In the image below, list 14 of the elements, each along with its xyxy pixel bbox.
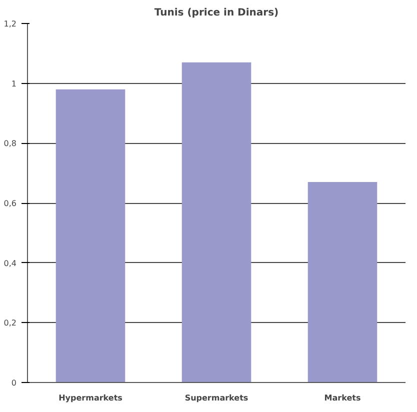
y-tick-label: 0,2: [4, 318, 17, 328]
x-tick-label: Hypermarkets: [58, 394, 123, 402]
x-tick-label: Markets: [324, 394, 361, 402]
bar: [56, 89, 126, 382]
y-tick-label: 1,2: [4, 20, 17, 28]
y-tick-label: 0,8: [4, 139, 17, 148]
chart-title: Tunis (price in Dinars): [154, 8, 279, 18]
y-tick-label: 0,4: [4, 258, 17, 268]
x-tick-label: Supermarkets: [184, 394, 248, 402]
y-tick-label: 0,6: [4, 199, 17, 208]
bar: [182, 62, 252, 382]
bar: [308, 182, 378, 382]
y-tick-label: 0: [11, 378, 17, 388]
y-tick-label: 1: [11, 79, 17, 88]
